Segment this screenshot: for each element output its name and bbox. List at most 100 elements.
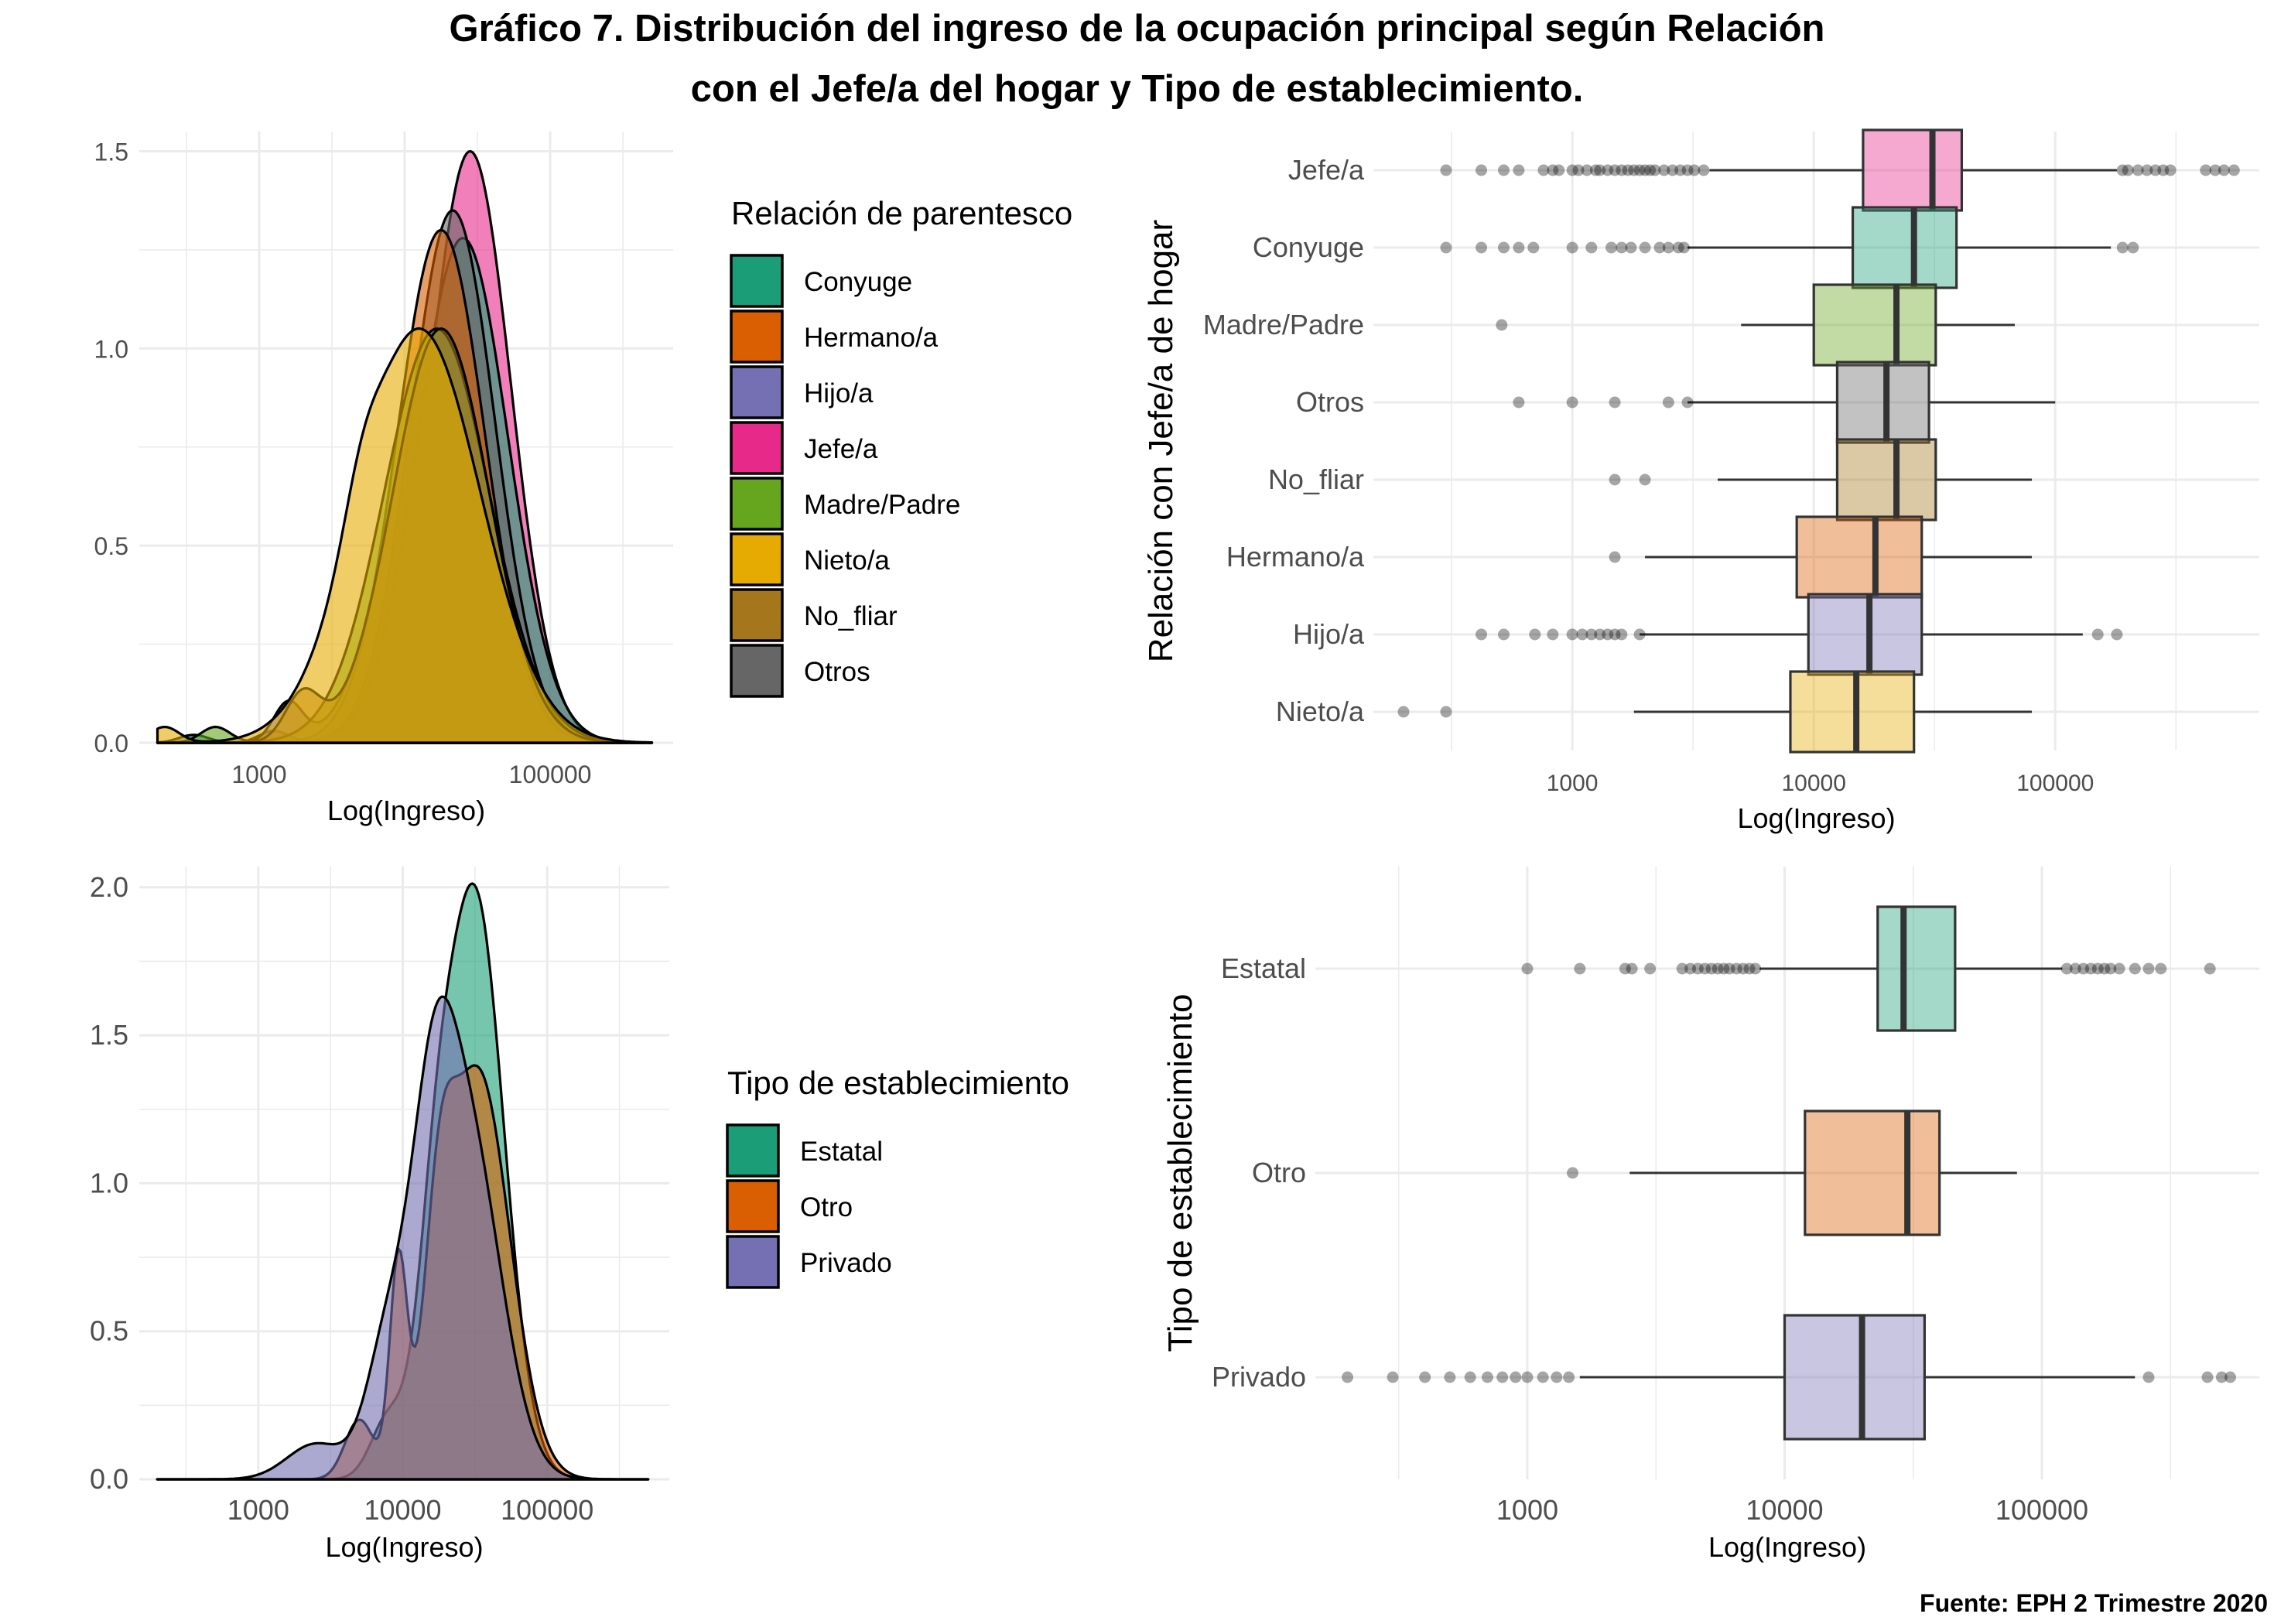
box-madre-padre — [1812, 283, 1937, 367]
y-category-label-conyuge: Conyuge — [1253, 231, 1364, 263]
outlier-point-otros — [1681, 396, 1694, 409]
chart-title-line-1: Gráfico 7. Distribución del ingreso de l… — [449, 8, 1825, 50]
outlier-point-estatal — [1574, 962, 1586, 975]
outlier-point-jefe-a — [1639, 164, 1651, 176]
outlier-point-conyuge — [1672, 241, 1684, 254]
outlier-point-hijo-a — [1576, 628, 1588, 641]
chart-density-establecimiento: 0.0 0.5 1.0 1.5 2.0 1000 10000 100000 Log(Ingres… — [90, 867, 669, 1563]
outlier-point-otros — [1662, 396, 1674, 409]
outlier-point-estatal — [2060, 962, 2073, 975]
outlier-point-jefe-a — [1581, 164, 1593, 176]
outlier-point-privado — [1510, 1371, 1522, 1383]
outlier-point-hijo-a — [2091, 628, 2104, 641]
x-tick-label: 1000 — [231, 761, 286, 788]
outlier-point-jefe-a — [1513, 164, 1525, 176]
y-category-label-nieto-a: Nieto/a — [1276, 696, 1365, 727]
legend-title: Relación de parentesco — [731, 195, 1072, 231]
outlier-point-nieto-a — [1440, 706, 1452, 718]
outlier-point-otro — [1567, 1167, 1579, 1179]
outlier-point-conyuge — [1585, 241, 1598, 254]
outlier-point-privado — [1387, 1371, 1399, 1383]
outlier-point-jefe-a — [2116, 164, 2129, 176]
outlier-point-hijo-a — [2111, 628, 2123, 641]
y-tick-label: 1.0 — [90, 1167, 128, 1198]
x-tick-label: 100000 — [509, 761, 592, 788]
outlier-point-no-fliar — [1639, 474, 1651, 486]
outlier-point-conyuge — [2116, 241, 2129, 254]
outlier-point-estatal — [1737, 962, 1749, 975]
y-category-label-madre-padre: Madre/Padre — [1203, 309, 1364, 340]
outlier-point-conyuge — [1625, 241, 1637, 254]
outlier-point-conyuge — [1639, 241, 1651, 254]
outlier-point-privado — [1419, 1371, 1431, 1383]
outlier-point-jefe-a — [1594, 164, 1606, 176]
outlier-point-jefe-a — [2228, 164, 2240, 176]
box-otro — [1804, 1109, 1941, 1236]
outlier-point-hijo-a — [1476, 628, 1488, 641]
box-no-fliar — [1835, 438, 1937, 521]
outlier-point-no-fliar — [1609, 474, 1621, 486]
legend-label-estatal: Estatal — [800, 1137, 883, 1167]
outlier-point-jefe-a — [1622, 164, 1634, 176]
legend-label-no-fliar: No_fliar — [804, 601, 898, 631]
box-jefe-a — [1862, 128, 1964, 212]
density-area-privado — [156, 995, 650, 1481]
legend-swatch-privado — [726, 1235, 780, 1289]
outlier-point-conyuge — [1527, 241, 1540, 254]
outlier-point-conyuge — [1677, 241, 1690, 254]
chart-title-line-2: con el Jefe/a del hogar y Tipo de establ… — [690, 68, 1584, 110]
outlier-point-privado — [1521, 1371, 1534, 1383]
box-nieto-a — [1789, 670, 1916, 754]
outlier-point-jefe-a — [1476, 164, 1488, 176]
outlier-point-privado — [1537, 1371, 1549, 1383]
outlier-point-estatal — [1749, 962, 1762, 975]
legend-label-nieto-a: Nieto/a — [804, 545, 890, 576]
outlier-point-jefe-a — [2149, 164, 2162, 176]
x-tick-label: 100000 — [1995, 1494, 2088, 1526]
outlier-point-estatal — [2204, 962, 2216, 975]
outlier-point-privado — [1496, 1371, 1509, 1383]
outlier-point-hijo-a — [1547, 628, 1559, 641]
chart-box-establecimiento: Estatal Otro Privado 1000 10000 100000 Log(Ing… — [1161, 867, 2259, 1563]
outlier-point-estatal — [2142, 962, 2155, 975]
outlier-point-estatal — [2091, 962, 2104, 975]
outlier-point-jefe-a — [1589, 164, 1602, 176]
outlier-point-privado — [1563, 1371, 1575, 1383]
outlier-point-jefe-a — [1616, 164, 1628, 176]
outlier-point-estatal — [1644, 962, 1657, 975]
legend-swatch-madre-padre — [730, 477, 784, 531]
outlier-point-estatal — [2129, 962, 2141, 975]
outlier-point-conyuge — [1662, 241, 1674, 254]
outlier-point-conyuge — [1566, 241, 1578, 254]
y-category-label-estatal: Estatal — [1221, 952, 1306, 984]
outlier-point-jefe-a — [1681, 164, 1694, 176]
x-tick-label: 10000 — [364, 1494, 441, 1526]
outlier-point-jefe-a — [2200, 164, 2212, 176]
y-axis-title: Relación con Jefe/a de hogar — [1142, 220, 1180, 662]
outlier-point-conyuge — [1476, 241, 1488, 254]
outlier-point-jefe-a — [1572, 164, 1585, 176]
outlier-point-jefe-a — [1644, 164, 1657, 176]
outlier-point-jefe-a — [2141, 164, 2153, 176]
outlier-point-jefe-a — [1609, 164, 1621, 176]
outlier-point-jefe-a — [1553, 164, 1565, 176]
box-conyuge — [1851, 206, 1958, 289]
x-tick-label: 10000 — [1746, 1494, 1823, 1526]
y-tick-label: 0.5 — [94, 532, 128, 560]
outlier-point-privado — [1444, 1371, 1456, 1383]
y-category-label-hermano-a: Hermano/a — [1226, 541, 1365, 573]
outlier-point-privado — [1551, 1371, 1563, 1383]
legend-swatch-nieto-a — [730, 532, 784, 586]
box-hermano-a — [1795, 515, 1923, 599]
outlier-point-hijo-a — [1594, 628, 1606, 641]
legend-label-otro: Otro — [800, 1192, 853, 1222]
x-tick-label: 100000 — [501, 1494, 593, 1526]
legend-label-hermano-a: Hermano/a — [804, 323, 939, 353]
x-axis-title: Log(Ingreso) — [327, 795, 485, 826]
legend-title: Tipo de establecimiento — [727, 1065, 1069, 1101]
outlier-point-privado — [1342, 1371, 1354, 1383]
density-area-nieto-a — [156, 327, 654, 744]
outlier-point-privado — [2215, 1371, 2228, 1383]
outlier-point-jefe-a — [1633, 164, 1646, 176]
